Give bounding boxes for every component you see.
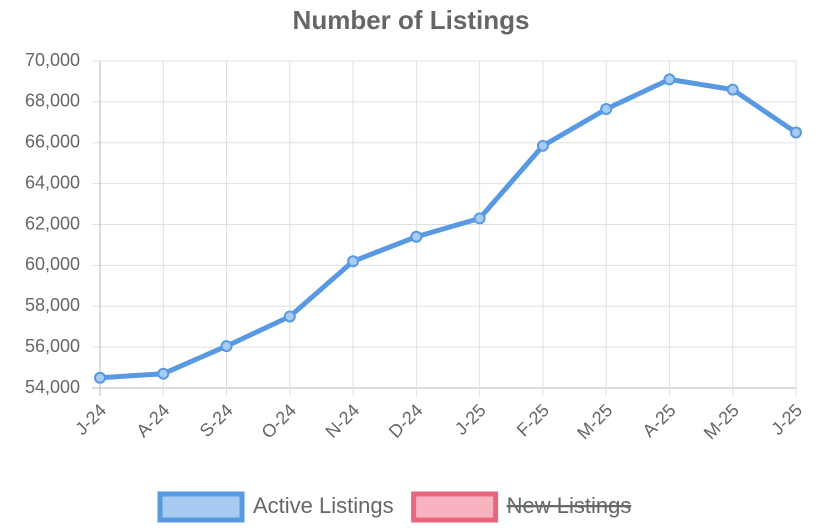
data-point <box>600 103 613 116</box>
x-tick-label: O-24 <box>258 400 300 442</box>
data-point <box>663 73 676 86</box>
y-tick-label: 56,000 <box>25 336 80 356</box>
x-tick-label: D-24 <box>385 400 427 442</box>
x-tick-label: A-25 <box>639 400 680 441</box>
x-tick-label: F-25 <box>513 400 553 440</box>
data-point <box>473 212 486 225</box>
x-tick-label: M-25 <box>573 400 616 443</box>
data-point <box>157 367 170 380</box>
data-point <box>283 310 296 323</box>
series-line <box>99 76 798 381</box>
x-tick-label: J-24 <box>71 400 110 439</box>
chart-title: Number of Listings <box>293 5 530 35</box>
legend-label[interactable]: Active Listings <box>253 493 394 518</box>
y-tick-label: 58,000 <box>25 295 80 315</box>
legend-swatch[interactable] <box>411 491 499 523</box>
y-tick-label: 54,000 <box>25 377 80 397</box>
y-tick-label: 66,000 <box>25 132 80 152</box>
data-point <box>347 255 360 268</box>
x-tick-label: A-24 <box>132 400 173 441</box>
legend-label[interactable]: New Listings <box>507 493 632 518</box>
x-tick-label: S-24 <box>196 400 237 441</box>
data-point <box>220 340 233 353</box>
y-tick-label: 70,000 <box>25 50 80 70</box>
data-point <box>726 83 739 96</box>
data-point <box>536 139 549 152</box>
data-point <box>790 126 802 139</box>
data-point <box>94 371 106 384</box>
y-tick-label: 62,000 <box>25 213 80 233</box>
y-tick-label: 68,000 <box>25 91 80 111</box>
x-tick-label: J-25 <box>451 400 490 439</box>
x-tick-label: J-25 <box>767 400 806 439</box>
legend-swatch[interactable] <box>157 491 245 523</box>
y-tick-label: 60,000 <box>25 254 80 274</box>
data-point <box>410 230 423 243</box>
y-tick-label: 64,000 <box>25 172 80 192</box>
x-tick-label: M-25 <box>700 400 743 443</box>
x-tick-label: N-24 <box>322 400 364 442</box>
